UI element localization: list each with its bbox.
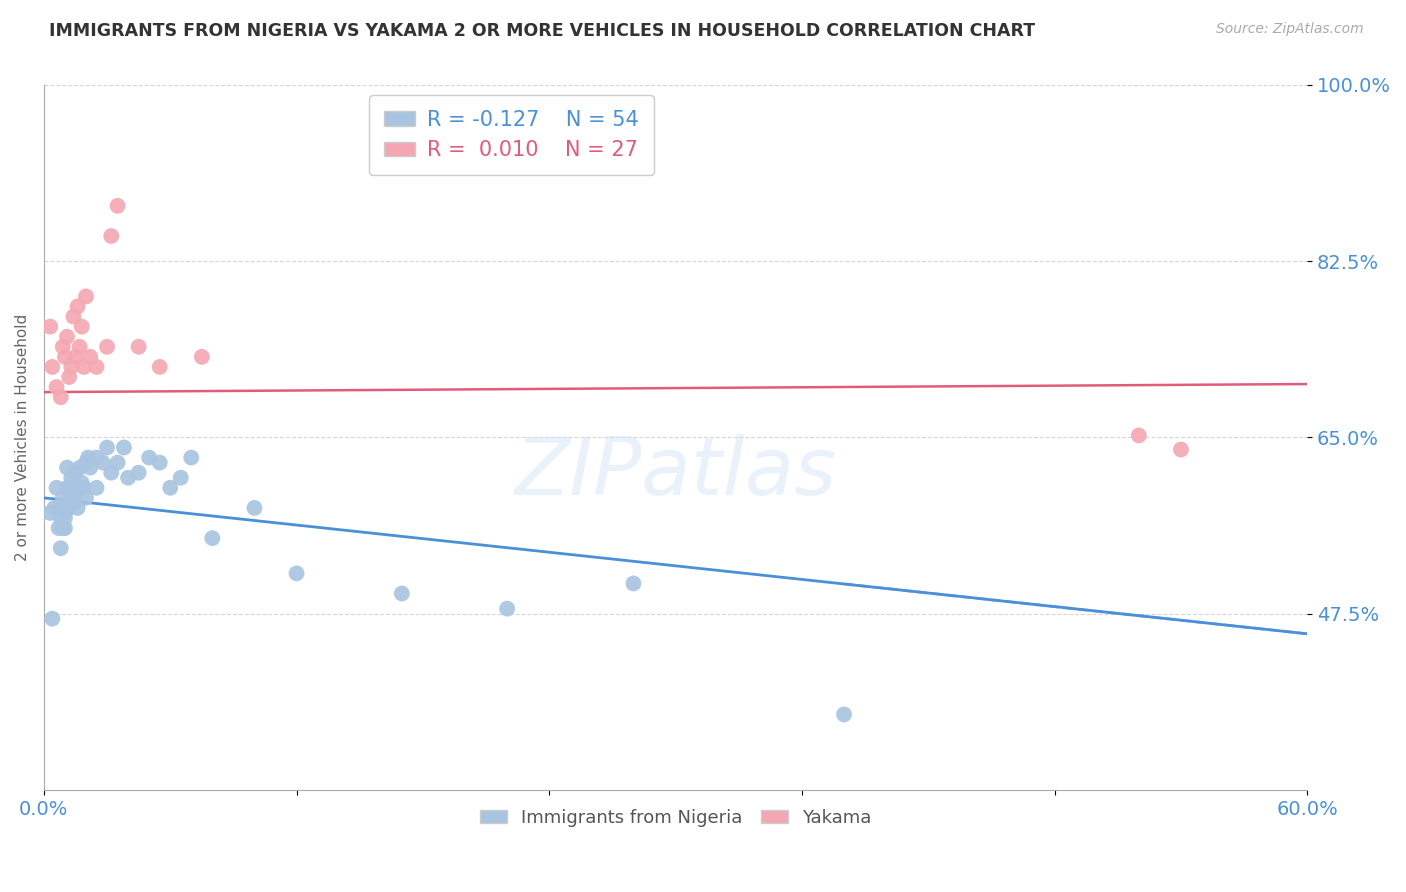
Point (86, 481, 108, 495)
Point (73, 359, 96, 374)
Point (48, 521, 70, 535)
Point (100, 466, 122, 480)
Point (65, 466, 87, 480)
Point (70, 481, 93, 495)
Point (117, 471, 139, 485)
Point (66, 300, 89, 314)
Point (56, 329, 79, 343)
Point (138, 450, 160, 465)
Text: ZIPatlas: ZIPatlas (515, 434, 837, 512)
Point (60, 471, 83, 485)
Point (52, 521, 75, 535)
Point (66, 500, 89, 515)
Point (107, 199, 129, 213)
Point (391, 586, 413, 600)
Point (149, 456, 172, 470)
Point (128, 466, 150, 480)
Point (70, 475, 93, 490)
Point (128, 340, 150, 354)
Point (41, 612, 63, 626)
Point (496, 601, 519, 615)
Point (149, 359, 172, 374)
Point (75, 491, 97, 505)
Point (45, 380, 67, 394)
Point (65, 485, 87, 500)
Point (39, 506, 62, 520)
Point (49, 390, 72, 404)
Point (1170, 442, 1192, 457)
Point (56, 481, 79, 495)
Point (52, 340, 75, 354)
Point (53, 511, 76, 525)
Point (91, 456, 114, 470)
Point (73, 481, 96, 495)
Point (96, 441, 118, 455)
Point (75, 289, 97, 303)
Point (58, 500, 80, 515)
Point (58, 481, 80, 495)
Point (86, 359, 108, 374)
Point (1128, 428, 1150, 442)
Point (41, 359, 63, 374)
Point (86, 450, 108, 465)
Point (56, 460, 79, 475)
Point (66, 481, 89, 495)
Point (45, 481, 67, 495)
Point (39, 319, 62, 334)
Point (201, 531, 224, 545)
Point (96, 340, 118, 354)
Point (60, 359, 83, 374)
Point (48, 500, 70, 515)
Y-axis label: 2 or more Vehicles in Household: 2 or more Vehicles in Household (15, 314, 30, 561)
Point (62, 310, 84, 324)
Point (112, 441, 135, 455)
Text: IMMIGRANTS FROM NIGERIA VS YAKAMA 2 OR MORE VEHICLES IN HOUSEHOLD CORRELATION CH: IMMIGRANTS FROM NIGERIA VS YAKAMA 2 OR M… (49, 22, 1035, 40)
Point (44, 500, 66, 515)
Point (832, 707, 855, 722)
Point (69, 340, 91, 354)
Point (58, 370, 80, 384)
Point (159, 481, 181, 495)
Point (170, 471, 193, 485)
Point (53, 506, 76, 520)
Text: Source: ZipAtlas.com: Source: ZipAtlas.com (1216, 22, 1364, 37)
Point (53, 350, 76, 364)
Point (75, 456, 97, 470)
Point (79, 460, 101, 475)
Point (77, 450, 100, 465)
Point (285, 566, 308, 581)
Point (60, 491, 83, 505)
Point (49, 541, 72, 556)
Point (191, 350, 214, 364)
Point (52, 491, 75, 505)
Point (79, 350, 101, 364)
Point (180, 450, 202, 465)
Legend: Immigrants from Nigeria, Yakama: Immigrants from Nigeria, Yakama (472, 801, 879, 834)
Point (107, 456, 129, 470)
Point (62, 496, 84, 510)
Point (65, 350, 87, 364)
Point (62, 481, 84, 495)
Point (70, 319, 93, 334)
Point (623, 576, 645, 591)
Point (100, 229, 122, 244)
Point (53, 521, 76, 535)
Point (49, 511, 72, 525)
Point (69, 460, 91, 475)
Point (243, 500, 266, 515)
